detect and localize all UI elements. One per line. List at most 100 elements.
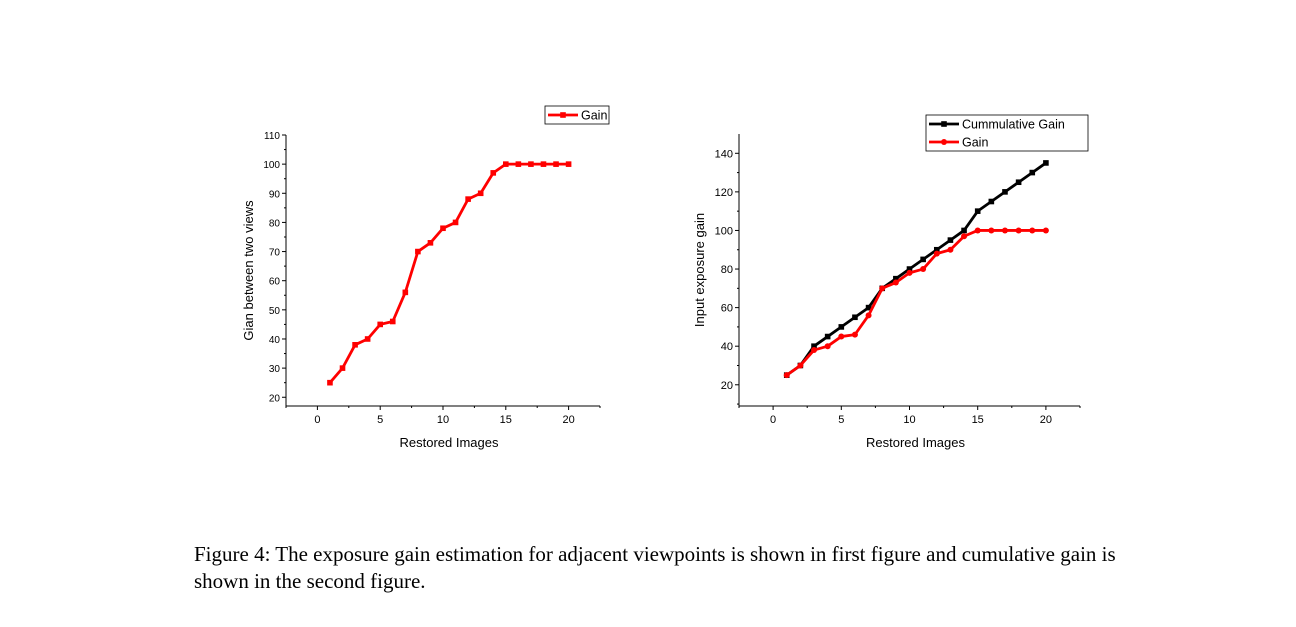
data-point [947,246,954,253]
data-point [415,248,421,255]
data-point [440,225,446,232]
x-axis-label: Restored Images [866,435,965,450]
chart-2: 0 5 10 15 20 20 40 60 80 100 120 140 Restored Images… [692,114,1089,450]
data-point [465,196,471,202]
y-tick-label: 120 [715,187,733,199]
series-line [328,162,569,384]
y-axis-label: Input exposure gain [692,213,707,327]
data-point [1001,227,1008,234]
x-tick-label: 20 [1040,414,1052,426]
legend-box [925,114,1089,152]
y-tick-label: 90 [269,189,281,200]
legend: Cummulative Gain Gain [925,114,1089,152]
data-point [490,170,497,176]
data-point [503,161,509,167]
data-point [364,336,371,342]
data-point [824,333,831,340]
y-tick-label: 60 [269,277,281,288]
x-tick-label: 5 [377,414,383,426]
data-point [1042,227,1049,234]
data-point [565,161,572,167]
data-point [838,324,845,330]
figure-caption: Figure 4: The exposure gain estimation f… [194,542,1116,593]
data-point [352,342,358,348]
data-point [1002,189,1008,195]
y-tick-label: 20 [721,380,733,392]
data-point [947,237,954,243]
data-point [1029,227,1036,234]
data-point [1015,227,1022,234]
data-point [1029,169,1036,176]
y-tick-label: 30 [269,364,281,375]
data-point [906,266,913,272]
x-tick-label: 5 [838,414,844,426]
data-point [811,343,817,349]
x-tick-label: 15 [972,414,984,426]
data-point [961,233,968,240]
data-point [528,161,534,167]
data-point [906,269,913,276]
y-tick-label: 60 [721,303,733,315]
data-point [377,321,383,328]
series-line [785,161,1047,377]
data-point [892,279,899,286]
legend-label: Gain [962,136,988,150]
data-point [920,256,926,263]
data-point [865,304,872,311]
data-point [961,227,967,234]
y-tick-label: 140 [715,148,733,160]
data-point [1043,160,1049,166]
data-point [452,219,459,226]
y-tick-label: 40 [721,341,733,353]
data-point [852,314,858,321]
data-point [402,289,409,296]
data-point [974,227,981,234]
series-gain [327,161,572,386]
data-point [1015,179,1022,186]
y-tick-label: 100 [715,225,733,237]
legend-swatch-marker [560,112,566,118]
x-axis-label: Restored Images [400,435,499,450]
y-tick-label: 110 [264,131,280,142]
chart-1: 0 5 10 15 20 20 30 40 50 60 70 80 90 100 110 Restored I… [241,105,610,450]
x-tick-label: 15 [500,414,512,426]
data-point [427,240,434,246]
legend-label: Cummulative Gain [962,118,1065,132]
data-point [893,275,899,282]
series-line [785,229,1046,377]
legend: Gain [544,105,610,125]
data-point [515,161,522,167]
x-tick-label: 10 [903,414,915,426]
data-point [988,198,995,205]
x-tick-label: 0 [770,414,776,426]
data-point [477,190,484,197]
data-point [933,246,940,253]
data-point [389,318,396,325]
data-point [879,285,886,292]
data-point [540,161,547,167]
y-tick-label: 20 [269,393,281,404]
y-tick-label: 80 [721,264,733,276]
legend-label: Gain [581,109,607,123]
data-point [920,266,927,273]
data-point [811,347,818,354]
x-tick-label: 0 [314,414,320,426]
x-tick-label: 10 [437,414,449,426]
data-point [339,365,346,371]
data-point [865,312,872,319]
data-point [838,333,845,340]
y-tick-label: 50 [269,306,281,317]
data-point [974,208,981,214]
series-gain [783,227,1049,379]
data-point [783,372,790,379]
data-point [933,250,940,257]
y-tick-label: 100 [263,160,280,171]
x-tick-label: 20 [562,414,574,426]
data-point [553,161,559,167]
data-point [797,362,804,369]
y-tick-label: 70 [269,248,281,259]
series-cummulative-gain [783,160,1049,378]
y-tick-label: 80 [269,218,281,229]
data-point [851,331,858,338]
